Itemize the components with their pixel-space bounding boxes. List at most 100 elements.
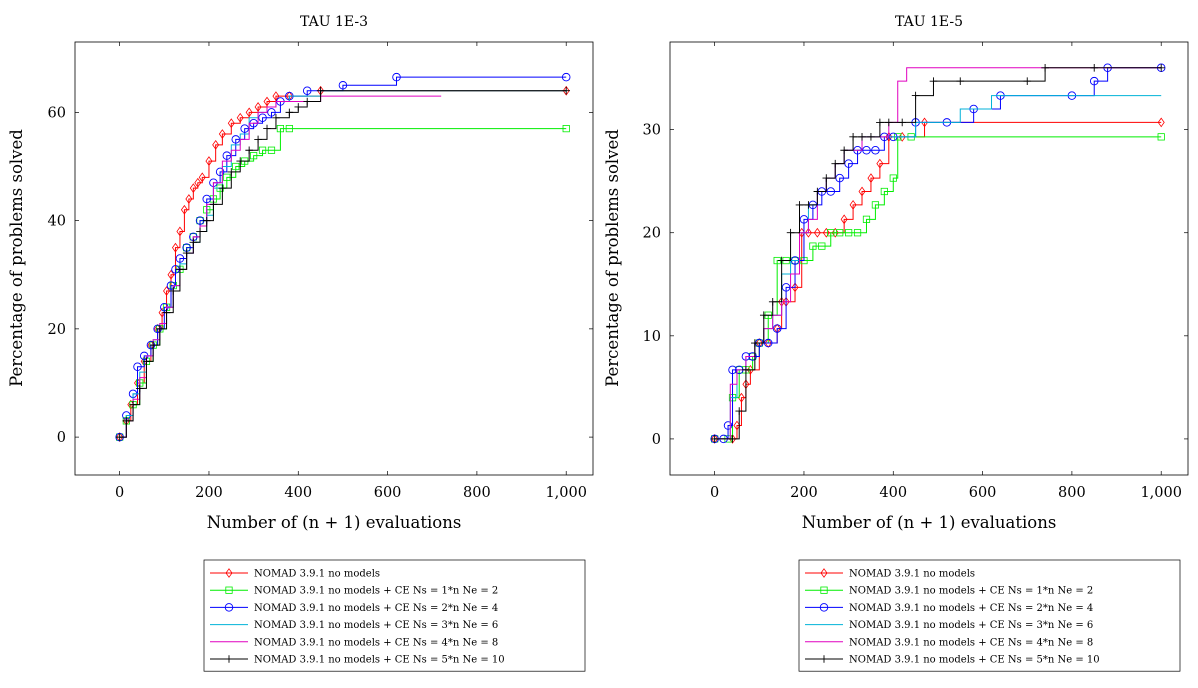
legend-label: NOMAD 3.9.1 no models + CE Ns = 4*n Ne =… xyxy=(254,637,498,648)
y-tick-label: 30 xyxy=(643,123,661,139)
data-point-marker xyxy=(133,362,142,372)
y-tick-label: 60 xyxy=(48,105,66,121)
data-point-marker xyxy=(245,146,253,155)
series-diamond-line xyxy=(711,117,1165,444)
legend-label: NOMAD 3.9.1 no models + CE Ns = 3*n Ne =… xyxy=(849,620,1093,631)
data-point-marker xyxy=(223,173,231,181)
x-tick-label: 600 xyxy=(374,485,402,501)
data-point-marker xyxy=(276,125,285,133)
data-point-marker xyxy=(561,72,571,82)
y-tick-label: 40 xyxy=(48,214,66,230)
x-tick-label: 800 xyxy=(463,485,491,501)
legend-label: NOMAD 3.9.1 no models + CE Ns = 3*n Ne =… xyxy=(254,620,498,631)
data-point-marker xyxy=(827,229,835,237)
data-point-marker xyxy=(115,433,124,441)
data-point-marker xyxy=(272,113,280,122)
data-point-marker xyxy=(871,145,880,155)
data-point-marker xyxy=(763,338,773,348)
data-point-marker xyxy=(849,133,857,141)
data-point-marker xyxy=(871,201,880,209)
series-plus-line xyxy=(710,63,1166,443)
data-point-marker xyxy=(236,112,244,123)
data-point-marker xyxy=(867,133,875,141)
data-point-marker xyxy=(176,226,184,237)
legend: NOMAD 3.9.1 no models NOMAD 3.9.1 no mode… xyxy=(798,559,1181,672)
legend-label: NOMAD 3.9.1 no models + CE Ns = 2*n Ne =… xyxy=(849,603,1093,614)
legend-item: NOMAD 3.9.1 no models + CE Ns = 5*n Ne =… xyxy=(805,655,1100,666)
data-point-marker xyxy=(135,384,144,393)
data-point-marker xyxy=(562,85,570,96)
data-point-marker xyxy=(258,146,267,154)
data-point-marker xyxy=(723,421,733,430)
x-tick-label: 800 xyxy=(1058,485,1086,501)
legend-box xyxy=(798,559,1181,672)
axis-ticks: 0 200 400 600 800 1,000 0 20 40 60 xyxy=(48,42,593,501)
data-point-marker xyxy=(129,400,137,409)
data-point-marker xyxy=(225,655,233,663)
legend-item: NOMAD 3.9.1 no models + CE Ns = 4*n Ne =… xyxy=(805,637,1093,648)
data-point-marker xyxy=(853,229,862,237)
data-point-marker xyxy=(198,172,206,183)
data-point-marker xyxy=(1089,76,1099,86)
data-point-marker xyxy=(245,107,253,118)
series-plus-line xyxy=(115,86,571,441)
legend-label: NOMAD 3.9.1 no models + CE Ns = 4*n Ne =… xyxy=(849,637,1093,648)
data-point-marker xyxy=(175,254,185,263)
legend-item: NOMAD 3.9.1 no models xyxy=(805,568,975,580)
data-point-marker xyxy=(885,118,893,127)
series-none-line xyxy=(714,67,1162,440)
data-point-marker xyxy=(205,156,213,166)
data-point-marker xyxy=(338,81,348,90)
y-tick-label: 20 xyxy=(48,322,66,338)
data-point-marker xyxy=(844,159,853,168)
data-point-marker xyxy=(849,200,857,210)
data-point-marker xyxy=(862,145,871,155)
data-point-marker xyxy=(227,168,236,176)
data-point-marker xyxy=(1157,133,1165,141)
data-point-marker xyxy=(194,177,202,188)
data-point-marker xyxy=(835,173,844,183)
legend-item: NOMAD 3.9.1 no models + CE Ns = 1*n Ne =… xyxy=(805,586,1093,597)
data-point-marker xyxy=(218,129,226,139)
data-point-marker xyxy=(898,118,907,127)
data-point-marker xyxy=(867,173,875,183)
data-point-marker xyxy=(786,228,795,237)
legend-item: NOMAD 3.9.1 no models + CE Ns = 5*n Ne =… xyxy=(210,655,505,666)
data-point-marker xyxy=(822,174,831,182)
data-point-marker xyxy=(1041,63,1049,72)
plot-frame xyxy=(74,41,594,476)
data-point-marker xyxy=(185,194,193,204)
data-point-marker xyxy=(820,655,828,663)
legend-item: NOMAD 3.9.1 no models + CE Ns = 1*n Ne =… xyxy=(210,586,498,597)
data-point-marker xyxy=(845,229,853,237)
data-point-marker xyxy=(911,91,920,100)
data-point-marker xyxy=(813,187,822,196)
data-point-marker xyxy=(840,146,848,155)
legend-label: NOMAD 3.9.1 no models + CE Ns = 5*n Ne =… xyxy=(254,655,505,666)
series-line xyxy=(714,67,1162,440)
data-point-marker xyxy=(885,131,893,142)
data-point-marker xyxy=(196,227,204,236)
data-point-marker xyxy=(777,256,786,265)
data-point-marker xyxy=(826,187,836,196)
data-point-marker xyxy=(189,183,197,194)
legend-label: NOMAD 3.9.1 no models + CE Ns = 1*n Ne =… xyxy=(254,586,498,597)
data-point-marker xyxy=(272,91,280,102)
data-point-marker xyxy=(267,108,276,117)
data-point-marker xyxy=(156,325,164,333)
legend-item: NOMAD 3.9.1 no models + CE Ns = 3*n Ne =… xyxy=(805,620,1093,631)
legend-item: NOMAD 3.9.1 no models + CE Ns = 3*n Ne =… xyxy=(210,620,498,631)
data-point-marker xyxy=(254,135,262,144)
data-point-marker xyxy=(240,124,249,133)
data-point-marker xyxy=(772,324,782,333)
data-point-marker xyxy=(819,603,829,612)
data-point-marker xyxy=(202,216,211,225)
data-point-marker xyxy=(831,159,840,168)
legend-label: NOMAD 3.9.1 no models + CE Ns = 2*n Ne =… xyxy=(254,603,498,614)
data-point-marker xyxy=(889,174,897,182)
data-point-marker xyxy=(820,586,828,594)
data-point-marker xyxy=(836,229,844,237)
data-point-marker xyxy=(258,113,267,123)
series-square-line xyxy=(711,133,1165,443)
data-point-marker xyxy=(250,152,258,160)
